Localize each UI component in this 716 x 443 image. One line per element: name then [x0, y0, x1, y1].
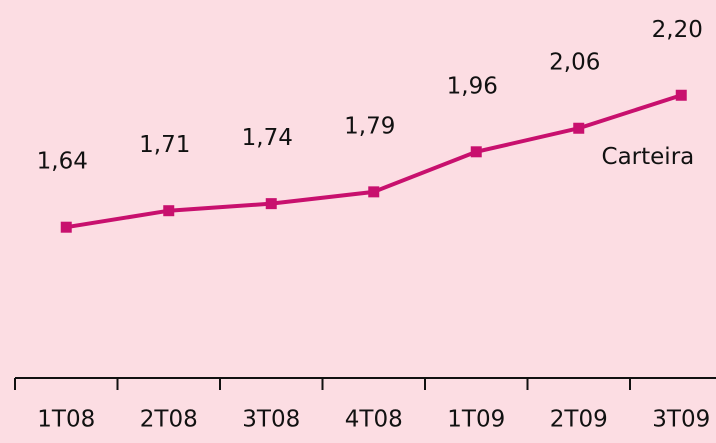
point — [368, 186, 380, 198]
value-label: 1,64 — [37, 149, 88, 175]
point — [675, 89, 687, 101]
value-label: 2,20 — [652, 17, 703, 43]
x-tick-label: 1T09 — [447, 407, 505, 433]
value-label: 1,74 — [242, 125, 293, 151]
x-tick-label: 4T08 — [345, 407, 403, 433]
x-tick-label: 3T09 — [652, 407, 710, 433]
value-label: 1,71 — [139, 132, 190, 158]
value-label: 2,06 — [549, 50, 600, 76]
x-tick-label: 1T08 — [37, 407, 95, 433]
x-tick-label: 2T09 — [550, 407, 608, 433]
value-label: 1,79 — [344, 113, 395, 139]
x-tick-label: 2T08 — [140, 407, 198, 433]
point — [163, 205, 175, 217]
point — [470, 146, 482, 158]
point — [60, 221, 72, 233]
value-label: 1,96 — [447, 73, 498, 99]
x-tick-label: 3T08 — [242, 407, 300, 433]
point — [265, 198, 277, 210]
point — [573, 122, 585, 134]
series-label: Carteira — [602, 144, 695, 170]
